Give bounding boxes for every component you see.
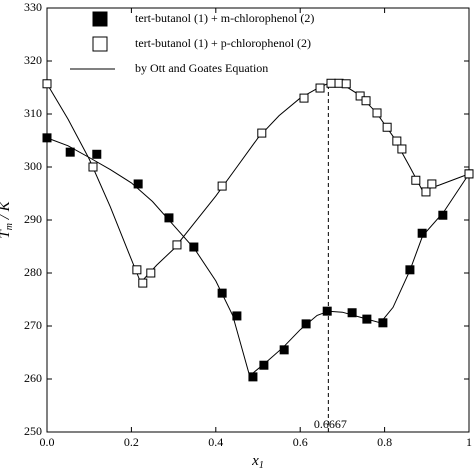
y-tick-label: 300 <box>24 159 42 173</box>
point <box>257 128 267 138</box>
point <box>248 372 258 382</box>
point <box>382 122 392 132</box>
point <box>138 278 148 288</box>
legend-marker <box>92 11 108 27</box>
x-title-main: x <box>251 453 259 469</box>
point <box>65 147 75 157</box>
point <box>146 268 156 278</box>
point <box>189 242 199 252</box>
legend-label: tert-butanol (1) + p-chlorophenol (2) <box>135 36 311 50</box>
point <box>464 169 474 179</box>
x-tick-label: 0.4 <box>208 435 223 449</box>
point <box>417 228 427 238</box>
point <box>411 175 421 185</box>
point <box>172 240 182 250</box>
point <box>347 308 357 318</box>
point <box>392 136 402 146</box>
point <box>301 319 311 329</box>
point <box>279 345 289 355</box>
point <box>217 181 227 191</box>
fit-line <box>46 82 470 377</box>
x-tick-label: 0.6 <box>293 435 308 449</box>
point <box>355 91 365 101</box>
point <box>427 179 437 189</box>
point <box>88 162 98 172</box>
point <box>217 288 227 298</box>
point <box>322 306 332 316</box>
y-tick-label: 320 <box>24 53 42 67</box>
point <box>42 79 52 89</box>
y-title-rest: / K <box>0 200 13 223</box>
point <box>259 360 269 370</box>
point <box>361 96 371 106</box>
point <box>341 79 351 89</box>
x-tick-label: 1 <box>466 435 472 449</box>
point <box>405 265 415 275</box>
y-tick-label: 280 <box>24 265 42 279</box>
point <box>326 78 336 88</box>
x-tick-label: 0.8 <box>377 435 392 449</box>
y-tick-label: 310 <box>24 106 42 120</box>
y-axis-title: Tm / K <box>0 200 15 238</box>
y-title-sub: m <box>4 223 15 230</box>
point <box>92 149 102 159</box>
point <box>397 144 407 154</box>
point <box>164 213 174 223</box>
point <box>232 311 242 321</box>
point <box>421 187 431 197</box>
point <box>299 93 309 103</box>
x-tick-label: 0.2 <box>124 435 139 449</box>
x-axis-title: x1 <box>251 453 264 471</box>
point <box>42 133 52 143</box>
y-tick-label: 330 <box>24 0 42 14</box>
point <box>438 210 448 220</box>
y-tick-label: 250 <box>24 424 42 438</box>
point <box>362 314 372 324</box>
y-tick-label: 290 <box>24 212 42 226</box>
y-title-main: T <box>0 229 13 239</box>
point <box>315 83 325 93</box>
legend-label: by Ott and Goates Equation <box>135 61 268 75</box>
point <box>133 179 143 189</box>
reference-label: 0.6667 <box>314 417 347 431</box>
legend-marker <box>92 36 108 52</box>
y-tick-label: 270 <box>24 318 42 332</box>
y-tick-label: 260 <box>24 371 42 385</box>
point <box>378 318 388 328</box>
x-tick-label: 0.0 <box>40 435 55 449</box>
x-title-sub: 1 <box>259 460 264 471</box>
point <box>132 265 142 275</box>
legend-label: tert-butanol (1) + m-chlorophenol (2) <box>135 11 314 25</box>
point <box>372 108 382 118</box>
